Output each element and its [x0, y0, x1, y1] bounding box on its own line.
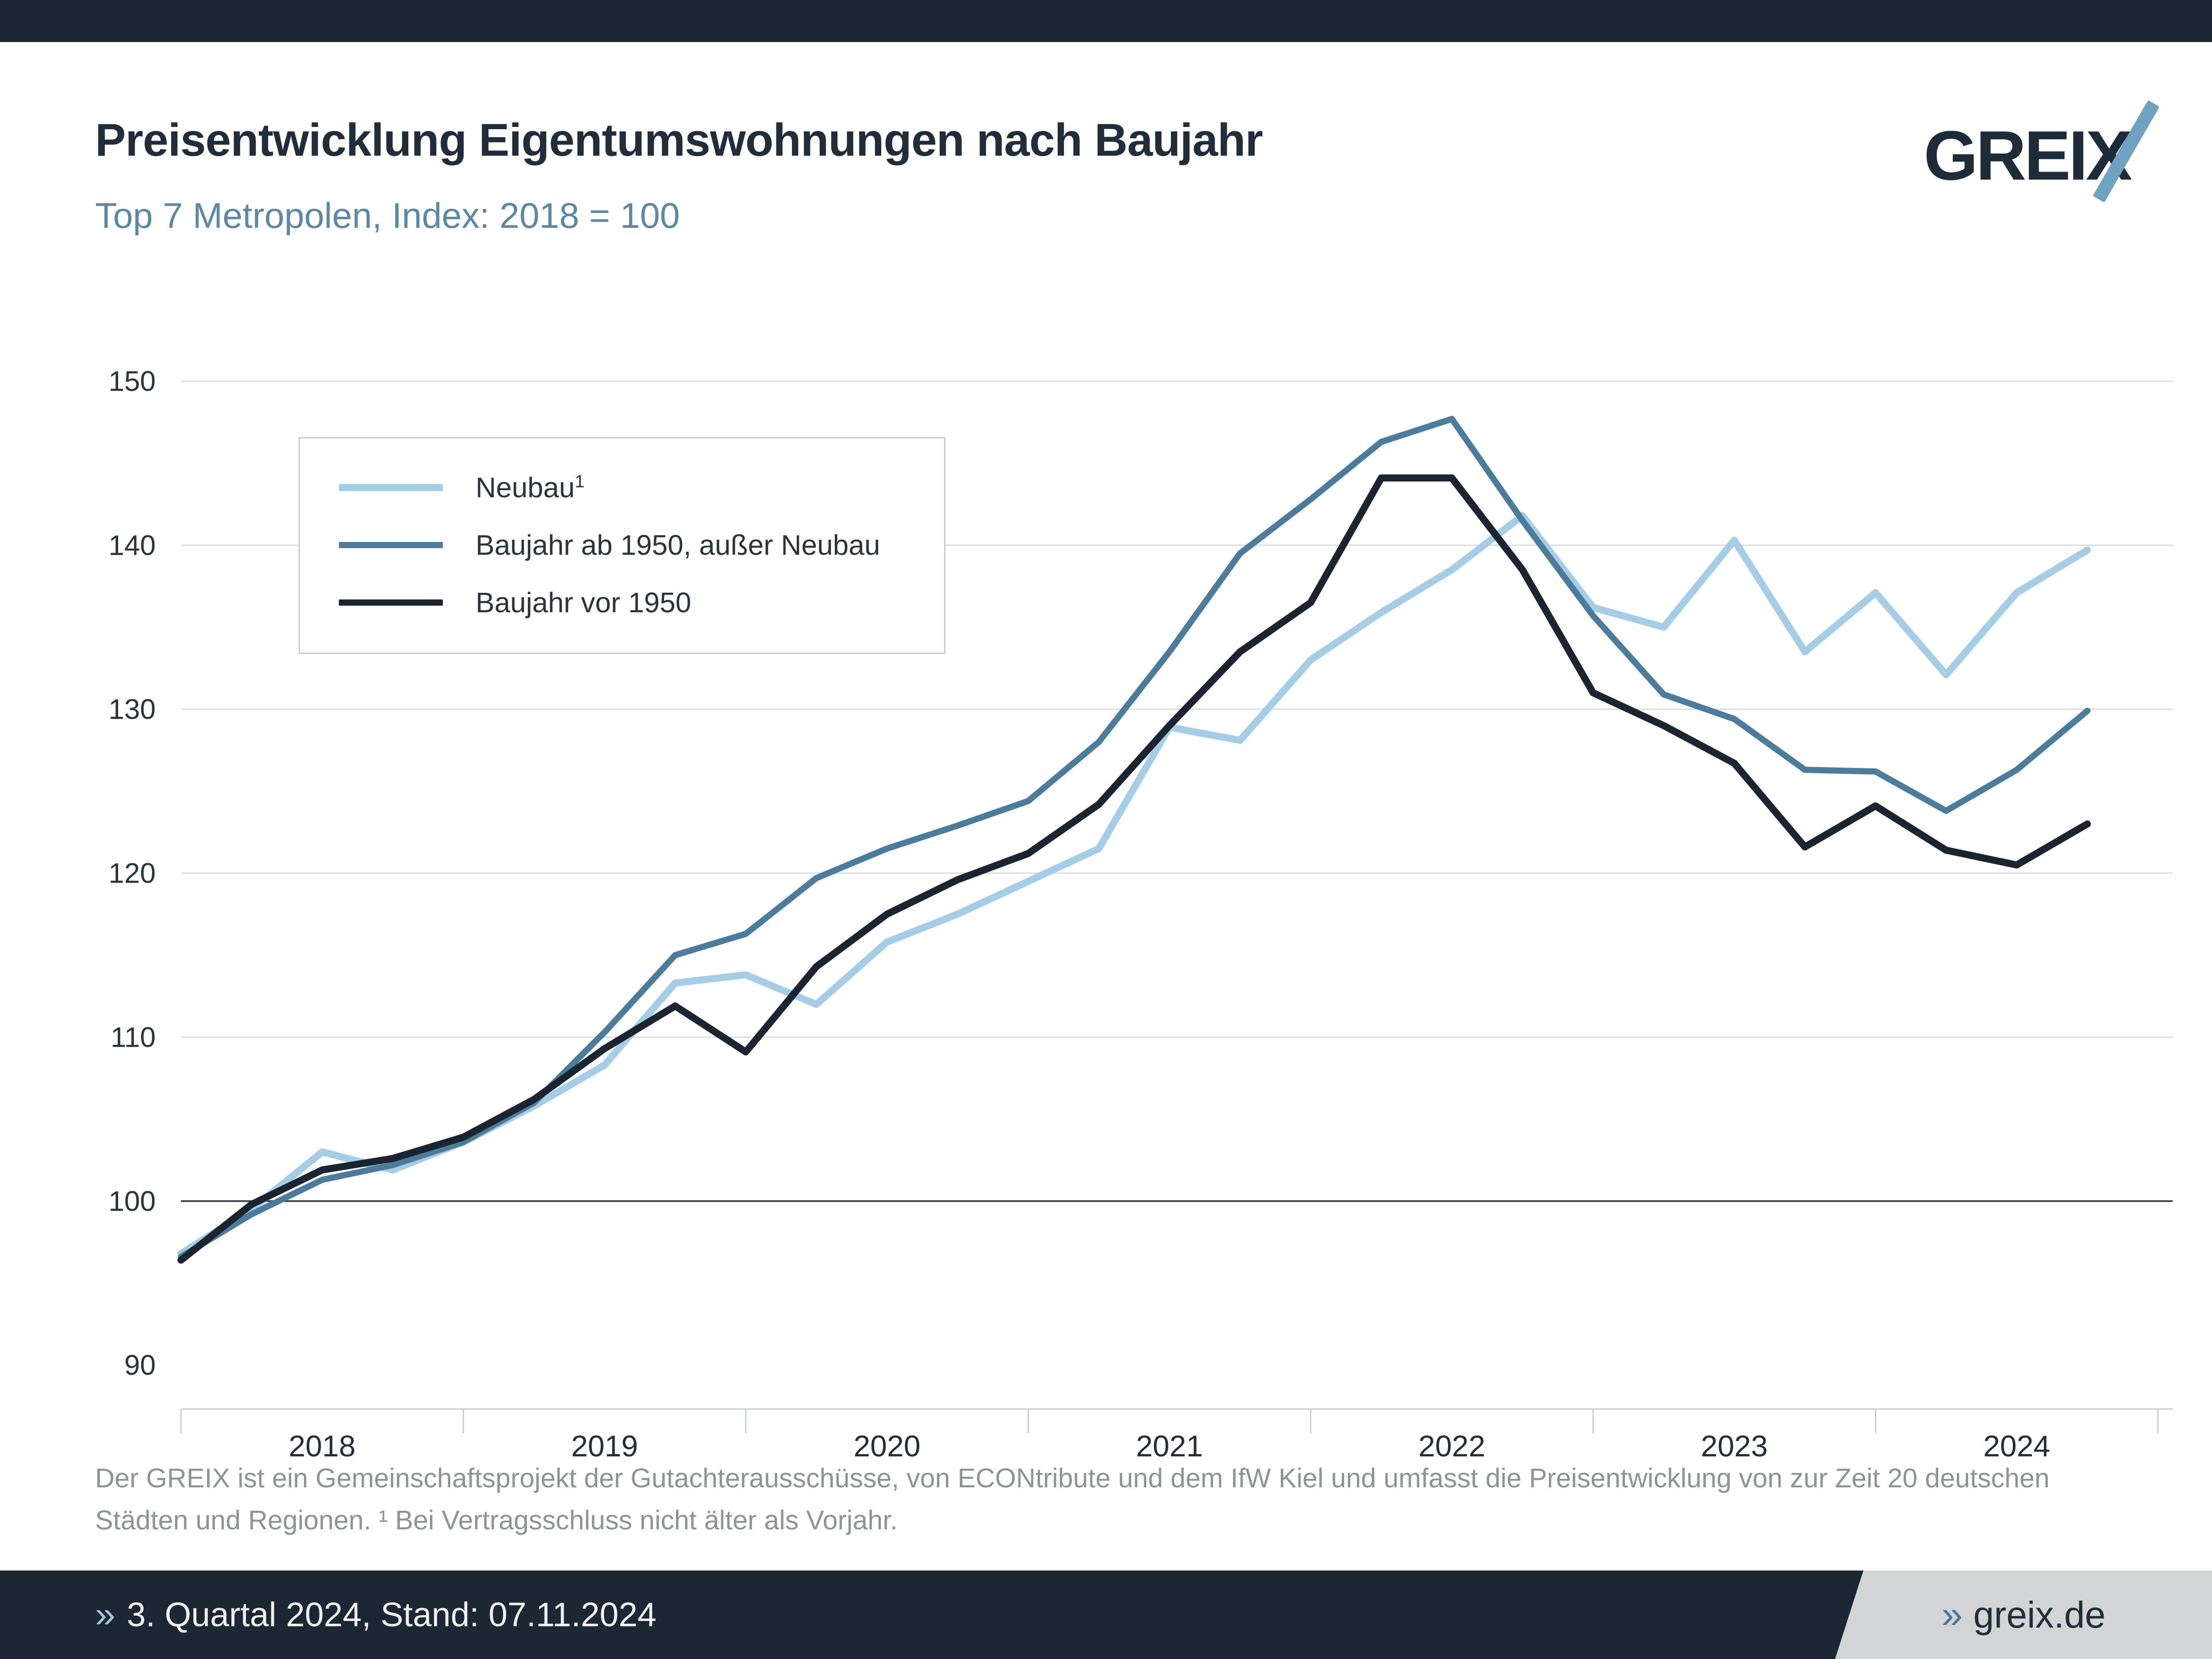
series-line-baujahr-ab-1950-au-er-neubau [178, 415, 2091, 1260]
y-axis-label-110: 110 [111, 1021, 156, 1053]
legend-swatch-neubau [339, 484, 443, 491]
footnote-marker: 1 [575, 472, 585, 492]
footer-website-wedge: » greix.de [1835, 1571, 2212, 1659]
greix-website-link[interactable]: greix.de [1973, 1594, 2106, 1636]
x-axis-label-2022: 2022 [1418, 1429, 1485, 1463]
legend-label-ab1950: Baujahr ab 1950, außer Neubau [476, 529, 880, 561]
legend-item-neubau: Neubau1 [339, 459, 944, 516]
chevron-right-icon: » [95, 1594, 115, 1635]
legend-label-neubau: Neubau1 [476, 472, 585, 503]
series-line-baujahr-vor-1950 [177, 474, 2091, 1264]
chart-legend: Neubau1 Baujahr ab 1950, außer Neubau Ba… [299, 437, 945, 654]
y-axis-label-90: 90 [124, 1349, 156, 1381]
page-title: Preisentwicklung Eigentumswohnungen nach… [95, 115, 1263, 166]
greix-logo-text: GREIX [1924, 117, 2132, 195]
y-axis-label-140: 140 [108, 529, 156, 561]
legend-item-vor1950: Baujahr vor 1950 [339, 574, 944, 631]
y-axis-label-100: 100 [108, 1185, 156, 1217]
footnote-line-1: Der GREIX ist ein Gemeinschaftsprojekt d… [95, 1463, 2050, 1493]
x-axis-label-2021: 2021 [1136, 1429, 1203, 1463]
legend-swatch-ab1950 [339, 542, 443, 548]
x-axis-label-2019: 2019 [571, 1429, 638, 1463]
legend-item-ab1950: Baujahr ab 1950, außer Neubau [339, 516, 944, 574]
x-axis-label-2020: 2020 [853, 1429, 920, 1463]
y-axis-label-120: 120 [108, 857, 156, 889]
legend-swatch-vor1950 [339, 599, 443, 606]
footer-status-text: 3. Quartal 2024, Stand: 07.11.2024 [127, 1595, 657, 1634]
x-axis-label-2018: 2018 [289, 1429, 356, 1463]
greix-logo: GREIX [1924, 100, 2160, 203]
footer-status: » 3. Quartal 2024, Stand: 07.11.2024 [95, 1571, 657, 1659]
page-subtitle: Top 7 Metropolen, Index: 2018 = 100 [95, 196, 680, 236]
y-axis-label-130: 130 [108, 693, 156, 725]
legend-label-vor1950: Baujahr vor 1950 [476, 587, 691, 618]
chevron-right-icon: » [1941, 1593, 1963, 1636]
footnote: Der GREIX ist ein Gemeinschaftsprojekt d… [95, 1457, 2148, 1541]
x-axis-label-2023: 2023 [1701, 1429, 1768, 1463]
y-axis-label-150: 150 [108, 365, 156, 397]
top-bar [0, 0, 2212, 42]
x-axis-label-2024: 2024 [1983, 1429, 2050, 1463]
footnote-line-2: Städten und Regionen. ¹ Bei Vertragsschl… [95, 1505, 898, 1535]
